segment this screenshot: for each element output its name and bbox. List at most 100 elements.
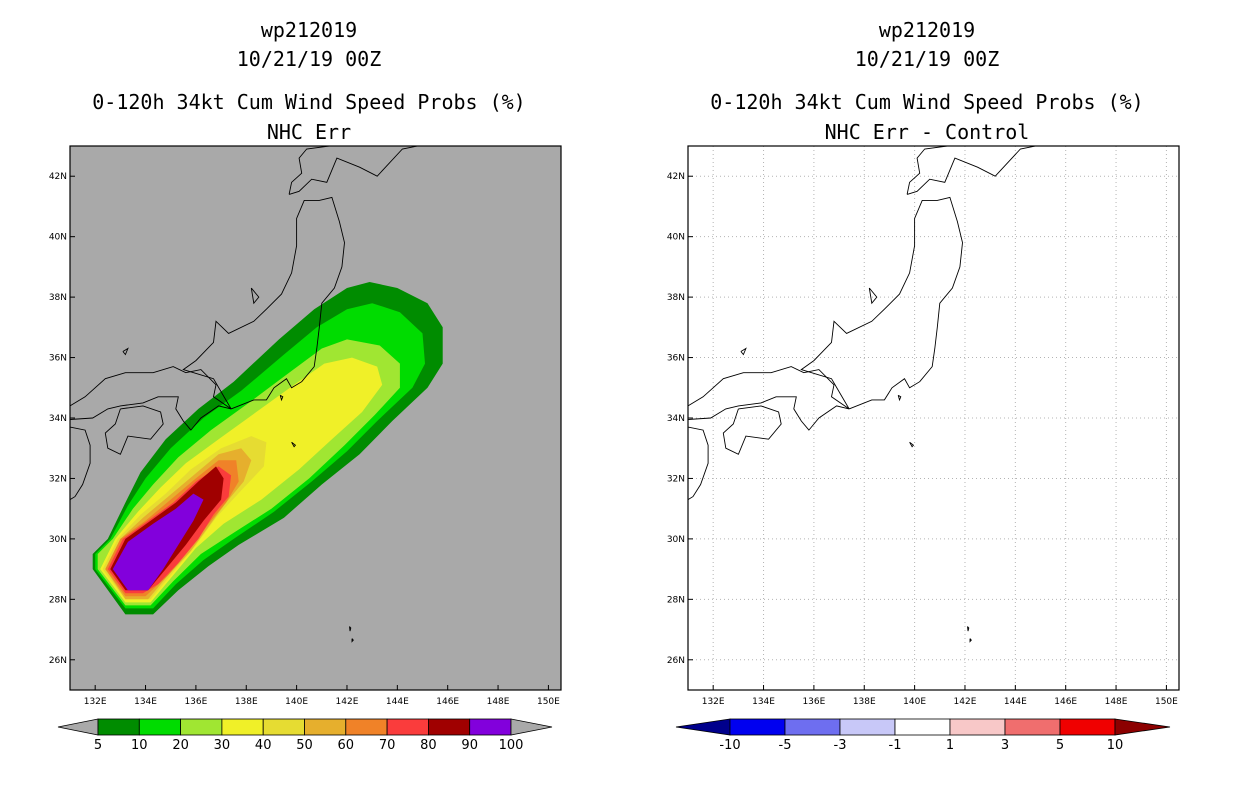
y-tick-label: 38N bbox=[667, 293, 685, 303]
x-tick-label: 142E bbox=[336, 697, 359, 707]
probability-map: 132E 134E 136E 138E 140E 142E 144E 146E 148E 150E… bbox=[49, 145, 562, 753]
coastline bbox=[909, 441, 915, 448]
x-tick-label: 144E bbox=[386, 697, 409, 707]
y-tick-label: 40N bbox=[49, 233, 67, 243]
colorbar-high-arrow bbox=[1114, 718, 1171, 736]
colorbar-label: 5 bbox=[94, 738, 102, 753]
map-layers bbox=[688, 146, 1179, 690]
coastline bbox=[279, 394, 284, 402]
colorbar-label: 80 bbox=[420, 738, 437, 753]
colorbar-bin bbox=[894, 718, 951, 736]
x-tick-label: 144E bbox=[1004, 697, 1027, 707]
colorbar-bin bbox=[469, 718, 512, 736]
colorbar: 5 10 20 30 40 50 60 70 80 90 100 bbox=[57, 718, 553, 753]
coastline bbox=[182, 196, 345, 410]
y-tick-label: 30N bbox=[667, 535, 685, 545]
x-tick-label: 136E bbox=[184, 697, 207, 707]
colorbar-bin bbox=[345, 718, 388, 736]
coastline bbox=[688, 426, 709, 500]
coastline bbox=[250, 287, 260, 305]
colorbar: -10 -5 -3 -1 1 3 5 10 bbox=[675, 718, 1171, 753]
colorbar-label: 50 bbox=[296, 738, 313, 753]
colorbar-label: 3 bbox=[1001, 738, 1009, 753]
x-tick-label: 138E bbox=[853, 697, 876, 707]
colorbar-label: 10 bbox=[1107, 738, 1124, 753]
colorbar-label: -3 bbox=[834, 738, 847, 753]
y-tick-label: 36N bbox=[667, 354, 685, 364]
x-tick-label: 134E bbox=[134, 697, 157, 707]
x-tick-label: 146E bbox=[1054, 697, 1077, 707]
coastline bbox=[897, 394, 902, 402]
colorbar-bin bbox=[180, 718, 223, 736]
valid-time-title: 10/21/19 00Z bbox=[854, 47, 1000, 71]
x-tick-label: 150E bbox=[1155, 697, 1178, 707]
colorbar-label: 40 bbox=[255, 738, 272, 753]
colorbar-high-arrow bbox=[510, 718, 553, 736]
difference-map: 132E 134E 136E 138E 140E 142E 144E 146E 148E 150E… bbox=[667, 145, 1180, 753]
colorbar-bin bbox=[427, 718, 471, 736]
storm-id-title: wp212019 bbox=[260, 18, 358, 42]
colorbar-label: -10 bbox=[719, 738, 740, 753]
y-tick-label: 36N bbox=[49, 354, 67, 364]
coastline bbox=[688, 366, 850, 431]
x-tick-label: 132E bbox=[84, 697, 107, 707]
x-tick-label: 146E bbox=[436, 697, 459, 707]
y-tick-label: 38N bbox=[49, 293, 67, 303]
colorbar-label: 70 bbox=[379, 738, 396, 753]
colorbar-label: 100 bbox=[499, 738, 524, 753]
subtitle: NHC Err - Control bbox=[824, 120, 1030, 144]
colorbar-bin bbox=[97, 718, 140, 736]
colorbar-label: 1 bbox=[946, 738, 954, 753]
x-tick-label: 140E bbox=[285, 697, 308, 707]
coastline bbox=[349, 626, 352, 632]
y-tick-label: 28N bbox=[667, 595, 685, 605]
product-title: 0-120h 34kt Cum Wind Speed Probs (%) bbox=[92, 90, 526, 114]
colorbar-bin bbox=[729, 718, 786, 736]
colorbar-low-arrow bbox=[57, 718, 99, 736]
storm-id-title: wp212019 bbox=[878, 18, 976, 42]
panel-nhc-err: wp212019 10/21/19 00Z 0-120h 34kt Cum Wi… bbox=[49, 18, 562, 753]
colorbar-label: 10 bbox=[131, 738, 148, 753]
coastline bbox=[291, 441, 297, 448]
plot-area bbox=[688, 146, 1179, 690]
x-tick-label: 148E bbox=[1105, 697, 1128, 707]
colorbar-bin bbox=[138, 718, 182, 736]
coastline bbox=[288, 146, 434, 195]
x-tick-label: 148E bbox=[487, 697, 510, 707]
y-tick-label: 30N bbox=[49, 535, 67, 545]
subtitle: NHC Err bbox=[266, 120, 352, 144]
coastline bbox=[800, 196, 963, 410]
coastline bbox=[967, 626, 970, 632]
coastline bbox=[122, 347, 129, 356]
colorbar-label: -1 bbox=[889, 738, 902, 753]
y-tick-label: 26N bbox=[49, 656, 67, 666]
y-tick-label: 28N bbox=[49, 595, 67, 605]
valid-time-title: 10/21/19 00Z bbox=[236, 47, 382, 71]
y-tick-label: 26N bbox=[667, 656, 685, 666]
y-tick-label: 32N bbox=[49, 474, 67, 484]
y-tick-label: 32N bbox=[667, 474, 685, 484]
colorbar-bin bbox=[949, 718, 1006, 736]
coastline bbox=[351, 638, 354, 643]
x-tick-label: 136E bbox=[802, 697, 825, 707]
x-tick-label: 134E bbox=[752, 697, 775, 707]
colorbar-bin bbox=[1004, 718, 1061, 736]
x-tick-label: 140E bbox=[903, 697, 926, 707]
y-tick-label: 42N bbox=[667, 172, 685, 182]
colorbar-bin bbox=[304, 718, 347, 736]
product-title: 0-120h 34kt Cum Wind Speed Probs (%) bbox=[710, 90, 1144, 114]
coastline bbox=[740, 347, 747, 356]
colorbar-bin bbox=[784, 718, 841, 736]
colorbar-label: -5 bbox=[779, 738, 792, 753]
map-layers bbox=[70, 146, 443, 643]
coastline bbox=[70, 366, 232, 431]
coastline bbox=[906, 146, 1052, 195]
colorbar-label: 30 bbox=[214, 738, 231, 753]
colorbar-label: 5 bbox=[1056, 738, 1064, 753]
y-tick-label: 34N bbox=[49, 414, 67, 424]
x-tick-label: 132E bbox=[702, 697, 725, 707]
coastline bbox=[969, 638, 972, 643]
colorbar-low-arrow bbox=[675, 718, 731, 736]
coastline bbox=[722, 405, 782, 455]
coastline bbox=[104, 405, 164, 455]
